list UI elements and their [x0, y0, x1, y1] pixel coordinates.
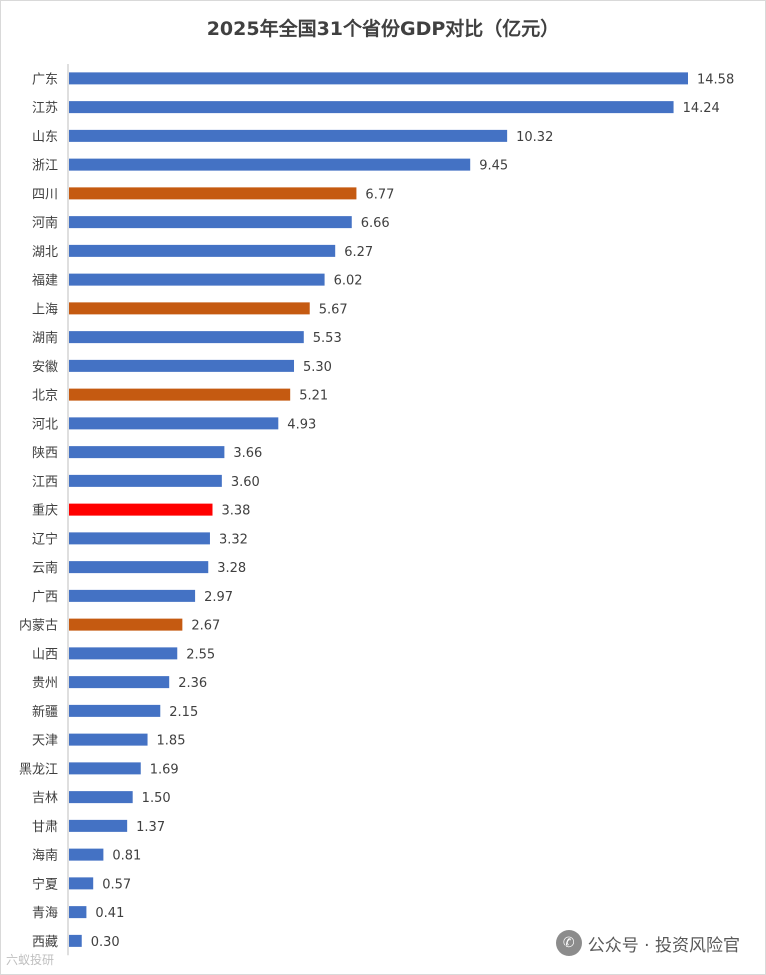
bar — [69, 101, 674, 114]
value-label: 0.81 — [112, 849, 141, 864]
category-label: 河北 — [32, 417, 58, 432]
bar — [69, 877, 94, 890]
category-label: 陕西 — [32, 446, 58, 461]
bar — [69, 446, 225, 459]
category-label: 江苏 — [32, 100, 58, 116]
value-label: 4.93 — [287, 417, 316, 432]
bar — [69, 302, 310, 315]
bar — [69, 647, 178, 660]
category-label: 天津 — [32, 734, 58, 749]
value-label: 14.58 — [697, 72, 734, 87]
value-label: 2.97 — [204, 590, 233, 605]
value-label: 6.66 — [361, 216, 390, 231]
category-label: 西藏 — [32, 935, 58, 950]
value-label: 1.85 — [157, 734, 186, 749]
category-label: 云南 — [32, 560, 58, 576]
corner-watermark: 六蚁投研 — [6, 953, 55, 967]
category-label: 江西 — [32, 475, 58, 490]
bar — [69, 503, 213, 516]
bar — [69, 676, 170, 689]
category-label: 辽宁 — [32, 531, 58, 547]
category-label: 广西 — [32, 590, 58, 605]
value-label: 3.66 — [233, 446, 262, 461]
category-label: 河南 — [32, 215, 58, 231]
category-label: 浙江 — [32, 159, 58, 174]
value-label: 5.30 — [303, 360, 332, 375]
bar — [69, 762, 141, 775]
value-label: 2.55 — [186, 647, 215, 662]
category-label: 青海 — [32, 906, 58, 921]
value-label: 2.67 — [191, 619, 220, 634]
value-label: 9.45 — [479, 159, 508, 174]
bar — [69, 704, 161, 717]
bar — [69, 532, 210, 545]
value-label: 1.69 — [150, 762, 179, 777]
value-label: 3.32 — [219, 532, 248, 547]
bar — [69, 791, 133, 804]
category-label: 海南 — [32, 848, 58, 864]
value-label: 0.30 — [91, 935, 120, 950]
value-label: 6.27 — [344, 245, 373, 260]
category-label: 贵州 — [32, 676, 58, 691]
category-label: 黑龙江 — [19, 762, 58, 777]
bar — [69, 819, 128, 832]
value-label: 6.77 — [365, 187, 394, 202]
category-label: 宁夏 — [32, 876, 58, 892]
bar — [69, 906, 87, 919]
category-label: 湖北 — [32, 245, 58, 260]
bar — [69, 216, 352, 229]
value-label: 14.24 — [683, 101, 720, 116]
category-label: 内蒙古 — [19, 618, 58, 634]
value-label: 2.15 — [169, 705, 198, 720]
watermark-text: 公众号 · 投资风险官 — [587, 935, 740, 956]
chart-title: 2025年全国31个省份GDP对比（亿元） — [206, 18, 560, 40]
category-label: 吉林 — [32, 791, 58, 806]
value-label: 1.37 — [136, 820, 165, 835]
bar — [69, 244, 336, 257]
category-label: 甘肃 — [32, 820, 58, 835]
value-label: 3.28 — [217, 561, 246, 576]
value-label: 0.57 — [102, 877, 131, 892]
value-label: 5.21 — [299, 389, 328, 404]
value-label: 5.53 — [313, 331, 342, 346]
bar — [69, 417, 279, 430]
category-label: 重庆 — [32, 503, 58, 519]
bar — [69, 273, 325, 286]
category-label: 安徽 — [32, 360, 58, 375]
bar — [69, 848, 104, 861]
bar — [69, 331, 304, 344]
category-label: 广东 — [32, 72, 58, 87]
bar — [69, 158, 471, 171]
bar — [69, 187, 357, 200]
bar — [69, 388, 291, 401]
bar — [69, 733, 148, 746]
value-label: 0.41 — [95, 906, 124, 921]
value-label: 6.02 — [334, 274, 363, 289]
category-label: 四川 — [32, 187, 58, 202]
category-label: 新疆 — [32, 704, 58, 720]
watermark: ✆ 公众号 · 投资风险官 — [555, 930, 740, 956]
value-label: 10.32 — [516, 130, 553, 145]
bar — [69, 72, 688, 85]
bar — [69, 589, 196, 602]
bar — [69, 618, 183, 631]
bar — [69, 129, 508, 142]
wechat-icon: ✆ — [555, 930, 582, 956]
value-label: 2.36 — [178, 676, 207, 691]
bar — [69, 359, 295, 372]
bar — [69, 474, 222, 487]
category-label: 北京 — [32, 389, 58, 404]
value-label: 3.60 — [231, 475, 260, 490]
bar — [69, 561, 209, 574]
category-label: 湖南 — [32, 330, 58, 346]
category-label: 福建 — [32, 274, 58, 289]
category-label: 山西 — [32, 647, 58, 662]
bar — [69, 934, 82, 947]
value-label: 3.38 — [221, 504, 250, 519]
value-label: 1.50 — [142, 791, 171, 806]
category-label: 上海 — [32, 302, 58, 317]
category-label: 山东 — [32, 130, 58, 145]
value-label: 5.67 — [319, 302, 348, 317]
